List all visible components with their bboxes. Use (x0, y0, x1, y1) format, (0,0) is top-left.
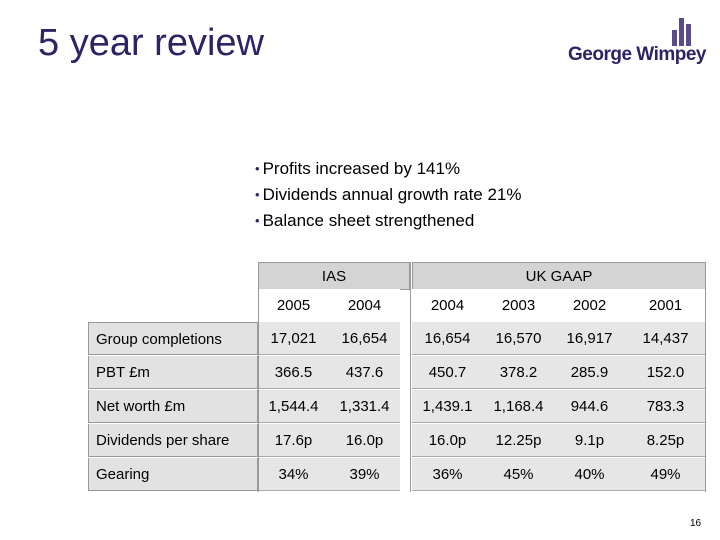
table-cell: 17.6p (258, 424, 329, 457)
page-number: 16 (690, 518, 702, 529)
table-cell: 16,654 (329, 322, 400, 355)
table-cell: 16,917 (554, 322, 625, 355)
table-divider (705, 262, 706, 492)
table-cell: 1,439.1 (412, 390, 483, 423)
logo-bars-icon (672, 18, 694, 46)
table-cell: 152.0 (625, 356, 706, 389)
year-header: 2005 (258, 289, 329, 323)
table-cell: 36% (412, 458, 483, 491)
table-cell: 17,021 (258, 322, 329, 355)
group-header-ias: IAS (258, 262, 410, 290)
row-label: Group completions (88, 322, 258, 355)
table-cell: 16,570 (483, 322, 554, 355)
row-label: Net worth £m (88, 390, 258, 423)
year-header: 2004 (412, 289, 483, 323)
table-cell: 450.7 (412, 356, 483, 389)
table-cell: 39% (329, 458, 400, 491)
table-cell: 1,544.4 (258, 390, 329, 423)
table-cell: 12.25p (483, 424, 554, 457)
table-row: Gearing 34% 39% 36% 45% 40% 49% (88, 458, 706, 492)
bullet-icon: • (255, 161, 260, 176)
table-cell: 49% (625, 458, 706, 491)
table-row: Net worth £m 1,544.4 1,331.4 1,439.1 1,1… (88, 390, 706, 424)
row-label: Dividends per share (88, 424, 258, 457)
table-cell: 437.6 (329, 356, 400, 389)
table-cell: 9.1p (554, 424, 625, 457)
row-label: PBT £m (88, 356, 258, 389)
table-cell: 16.0p (412, 424, 483, 457)
logo-text: George Wimpey (568, 44, 706, 65)
year-header: 2002 (554, 289, 625, 323)
year-header: 2001 (625, 289, 706, 323)
table-cell: 16.0p (329, 424, 400, 457)
table-row: PBT £m 366.5 437.6 450.7 378.2 285.9 152… (88, 356, 706, 390)
table-cell: 1,331.4 (329, 390, 400, 423)
table-cell: 45% (483, 458, 554, 491)
page-title: 5 year review (38, 22, 264, 64)
table-cell: 944.6 (554, 390, 625, 423)
george-wimpey-logo: George Wimpey (568, 18, 706, 68)
table-cell: 16,654 (412, 322, 483, 355)
table-divider (410, 262, 411, 492)
bullet-item: • Profits increased by 141% (255, 159, 461, 178)
table-divider (258, 262, 259, 492)
table-row: Group completions 17,021 16,654 16,654 1… (88, 322, 706, 356)
group-header-uk-gaap: UK GAAP (412, 262, 706, 290)
table-cell: 366.5 (258, 356, 329, 389)
table-cell: 14,437 (625, 322, 706, 355)
table-cell: 34% (258, 458, 329, 491)
year-header: 2003 (483, 289, 554, 323)
bullet-icon: • (255, 213, 260, 228)
table-cell: 40% (554, 458, 625, 491)
bullet-list: • Profits increased by 141% • Dividends an… (255, 156, 522, 234)
table-cell: 1,168.4 (483, 390, 554, 423)
bullet-item: • Balance sheet strengthened (255, 211, 475, 230)
table-cell: 8.25p (625, 424, 706, 457)
bullet-item: • Dividends annual growth rate 21% (255, 185, 522, 204)
table-cell: 783.3 (625, 390, 706, 423)
table-cell: 285.9 (554, 356, 625, 389)
table-row: Dividends per share 17.6p 16.0p 16.0p 12… (88, 424, 706, 458)
table-cell: 378.2 (483, 356, 554, 389)
year-header: 2004 (329, 289, 400, 323)
bullet-icon: • (255, 187, 260, 202)
row-label: Gearing (88, 458, 258, 491)
